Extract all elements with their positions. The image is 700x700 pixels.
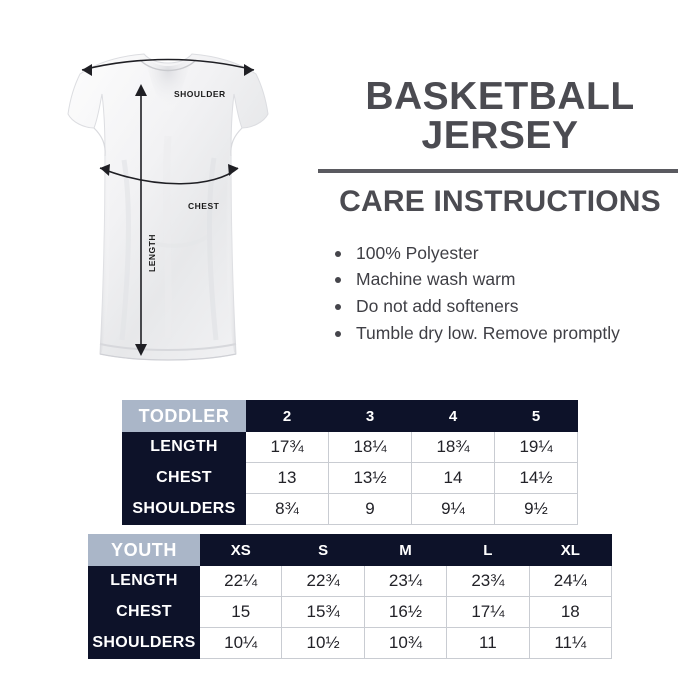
shoulder-label: SHOULDER bbox=[174, 89, 226, 99]
table-row: LENGTH 17¾ 18¼ 18¾ 19¼ bbox=[122, 431, 578, 463]
chest-arrow bbox=[99, 167, 239, 185]
table-title-youth: YOUTH bbox=[88, 534, 200, 566]
size-header: L bbox=[446, 534, 530, 566]
size-table-youth: YOUTH XS S M L XL LENGTH 22¼ 22¾ 23¼ 23¾ 24¼ CHEST 15… bbox=[88, 534, 613, 659]
size-table-toddler: TODDLER 2 3 4 5 LENGTH 17¾ 18¼ 18¾ 19¼ CHEST 13 13½ 1… bbox=[122, 400, 578, 525]
measurement-value: 10¼ bbox=[198, 627, 283, 659]
size-header: XL bbox=[528, 534, 613, 566]
care-instructions-heading: CARE INSTRUCTIONS bbox=[339, 185, 661, 219]
care-item: Tumble dry low. Remove promptly bbox=[332, 320, 682, 347]
table-row: CHEST 15 15¾ 16½ 17¼ 18 bbox=[88, 596, 613, 628]
size-header: 3 bbox=[328, 400, 412, 432]
size-header: 2 bbox=[245, 400, 329, 432]
table-header-row: YOUTH XS S M L XL bbox=[88, 534, 613, 566]
jersey-illustration bbox=[67, 53, 269, 361]
measurement-value: 8¾ bbox=[245, 493, 329, 525]
measurement-value: 11¼ bbox=[528, 627, 613, 659]
measurement-value: 23¾ bbox=[446, 565, 530, 597]
measurement-value: 18 bbox=[528, 596, 613, 628]
measurement-value: 9½ bbox=[494, 493, 578, 525]
measurement-label: LENGTH bbox=[88, 565, 200, 597]
measurement-label: CHEST bbox=[122, 462, 246, 494]
measurement-value: 17¾ bbox=[245, 431, 329, 463]
jersey-body bbox=[67, 53, 269, 361]
care-item: Do not add softeners bbox=[332, 293, 682, 320]
measurement-label: SHOULDERS bbox=[88, 627, 200, 659]
measurement-arrows bbox=[81, 58, 255, 356]
measurement-value: 10¾ bbox=[363, 627, 448, 659]
measurement-value: 19¼ bbox=[494, 431, 578, 463]
measurement-value: 10½ bbox=[281, 627, 365, 659]
product-info-panel: BASKETBALL JERSEY CARE INSTRUCTIONS 100%… bbox=[318, 75, 682, 346]
table-row: SHOULDERS 8¾ 9 9¼ 9½ bbox=[122, 493, 578, 525]
measurement-value: 22¼ bbox=[198, 565, 283, 597]
product-title-line1: BASKETBALL bbox=[365, 75, 635, 118]
measurement-value: 18¾ bbox=[411, 431, 495, 463]
measurement-value: 9 bbox=[328, 493, 412, 525]
measurement-value: 18¼ bbox=[328, 431, 412, 463]
care-instructions-list: 100% Polyester Machine wash warm Do not … bbox=[318, 240, 682, 346]
size-header: M bbox=[363, 534, 448, 566]
size-header: 4 bbox=[411, 400, 495, 432]
table-row: CHEST 13 13½ 14 14½ bbox=[122, 462, 578, 494]
measurement-value: 14 bbox=[411, 462, 495, 494]
jersey-diagram: SHOULDER CHEST LENGTH bbox=[28, 40, 308, 370]
measurement-value: 23¼ bbox=[363, 565, 448, 597]
product-title-line2: JERSEY bbox=[421, 113, 579, 157]
measurement-label: LENGTH bbox=[122, 431, 246, 463]
measurement-value: 13½ bbox=[328, 462, 412, 494]
measurement-value: 13 bbox=[245, 462, 329, 494]
measurement-value: 24¼ bbox=[528, 565, 613, 597]
measurement-value: 15 bbox=[198, 596, 283, 628]
measurement-value: 17¼ bbox=[446, 596, 530, 628]
chest-label: CHEST bbox=[188, 201, 220, 211]
measurement-value: 9¼ bbox=[411, 493, 495, 525]
size-header: XS bbox=[198, 534, 283, 566]
table-title-toddler: TODDLER bbox=[122, 400, 246, 432]
care-item: Machine wash warm bbox=[332, 266, 682, 293]
table-row: SHOULDERS 10¼ 10½ 10¾ 11 11¼ bbox=[88, 627, 613, 659]
care-item: 100% Polyester bbox=[332, 240, 682, 267]
measurement-value: 16½ bbox=[363, 596, 448, 628]
measurement-value: 14½ bbox=[494, 462, 578, 494]
table-row: LENGTH 22¼ 22¾ 23¼ 23¾ 24¼ bbox=[88, 565, 613, 597]
title-divider bbox=[318, 169, 678, 174]
size-header: 5 bbox=[494, 400, 578, 432]
size-header: S bbox=[281, 534, 365, 566]
table-header-row: TODDLER 2 3 4 5 bbox=[122, 400, 578, 432]
product-title: BASKETBALL JERSEY bbox=[318, 75, 682, 157]
measurement-label: CHEST bbox=[88, 596, 200, 628]
measurement-label: SHOULDERS bbox=[122, 493, 246, 525]
shoulder-arrow bbox=[81, 58, 255, 71]
measurement-value: 11 bbox=[446, 627, 530, 659]
measurement-value: 15¾ bbox=[281, 596, 365, 628]
measurement-value: 22¾ bbox=[281, 565, 365, 597]
length-label: LENGTH bbox=[146, 234, 157, 272]
